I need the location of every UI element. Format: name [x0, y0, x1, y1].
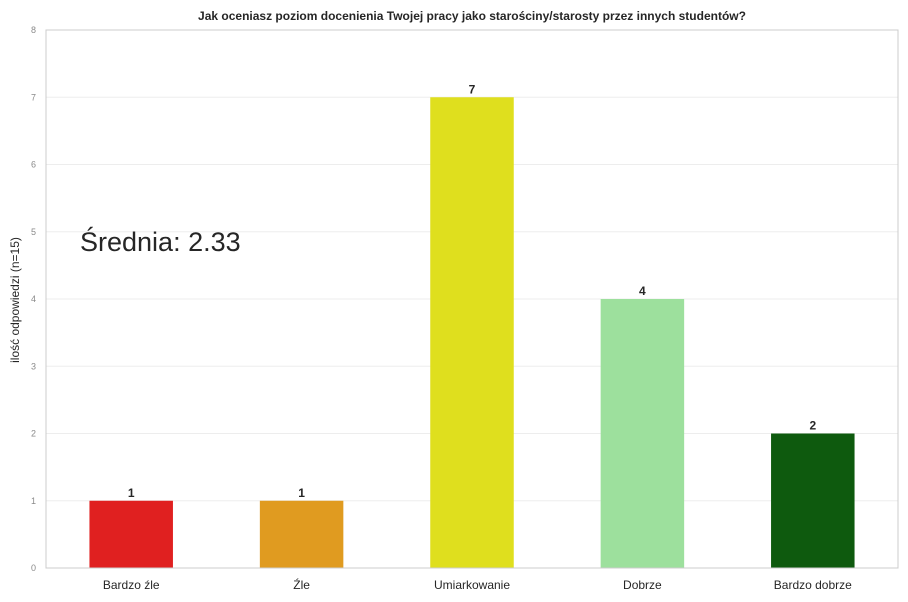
bar-value-label: 1: [298, 486, 305, 500]
bar-value-label: 2: [809, 419, 816, 433]
bar: [600, 299, 685, 568]
y-tick-label: 7: [31, 92, 36, 102]
x-tick-label: Bardzo dobrze: [774, 578, 852, 592]
bars: [89, 97, 855, 568]
y-axis-label: ilość odpowiedzi (n=15): [8, 237, 22, 363]
y-tick-label: 8: [31, 25, 36, 35]
plot-frame: [45, 29, 899, 569]
y-tick-label: 4: [31, 294, 36, 304]
bar: [430, 97, 514, 568]
bar-value-label: 1: [128, 486, 135, 500]
mean-annotation: Średnia: 2.33: [80, 225, 241, 257]
x-axis-ticks: Bardzo źle Źle Umiarkowanie Dobrze Bardzo do…: [103, 577, 852, 592]
x-tick-label: Dobrze: [623, 578, 662, 592]
y-axis-ticks: 0 1 2 3 4 5 6 7 8: [31, 25, 36, 573]
bar-value-label: 7: [469, 82, 476, 96]
value-labels: 1 1 7 4 2: [128, 82, 817, 500]
x-tick-label: Umiarkowanie: [434, 578, 510, 592]
chart-title: Jak oceniasz poziom docenienia Twojej pr…: [198, 9, 746, 23]
y-tick-label: 3: [31, 361, 36, 371]
x-tick-label: Źle: [293, 577, 310, 592]
y-tick-label: 2: [31, 429, 36, 439]
bar: [259, 500, 344, 568]
y-tick-label: 1: [31, 496, 36, 506]
y-tick-label: 6: [31, 160, 36, 170]
y-tick-label: 0: [31, 563, 36, 573]
bar-value-label: 4: [639, 284, 646, 298]
bar: [89, 500, 173, 568]
y-tick-label: 5: [31, 227, 36, 237]
bar: [771, 433, 855, 568]
x-tick-label: Bardzo źle: [103, 578, 160, 592]
